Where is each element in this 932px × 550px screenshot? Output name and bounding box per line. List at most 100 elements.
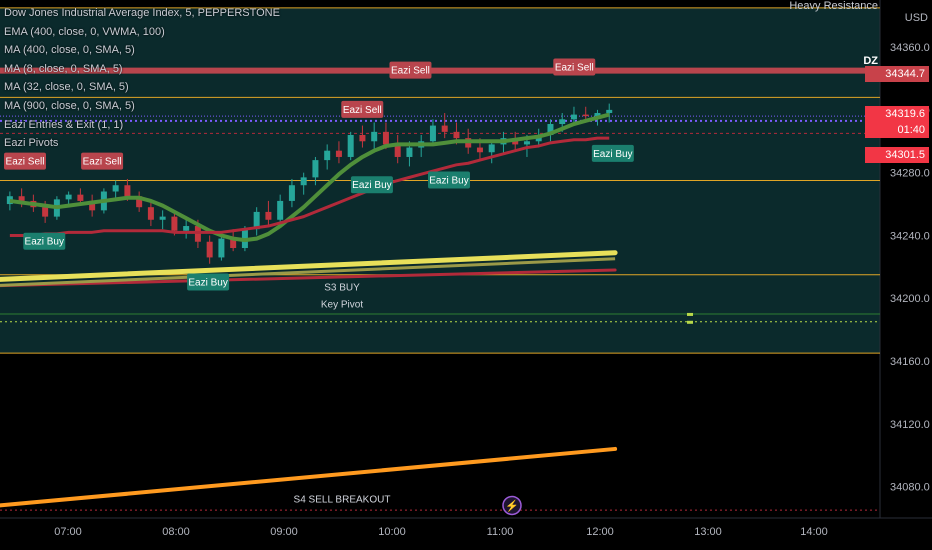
candle-body[interactable] (429, 125, 436, 142)
candle-body[interactable] (183, 226, 190, 231)
candle-body[interactable] (312, 160, 319, 178)
signal-label: Eazi Sell (391, 66, 430, 77)
time-tick-label: 12:00 (586, 526, 614, 538)
candle-body[interactable] (18, 196, 25, 201)
candle-body[interactable] (359, 134, 366, 142)
price-tick-label: 34280.0 (890, 168, 930, 180)
ema-400-line (0, 250, 618, 282)
signal-box (23, 232, 66, 250)
candle-body[interactable] (288, 185, 295, 201)
signal-label: Eazi Sell (83, 157, 122, 168)
eazi-buy-signal[interactable]: Eazi Buy (591, 144, 634, 162)
text-s4-sell-breakout: S4 SELL BREAKOUT (294, 494, 391, 505)
ma-900-line (0, 446, 618, 508)
signal-box (389, 61, 432, 79)
price-tick-label: 34120.0 (890, 419, 930, 431)
candle-body[interactable] (77, 194, 84, 201)
eazi-sell-signal[interactable]: Eazi Sell (389, 61, 432, 79)
eazi-sell-signal[interactable]: Eazi Sell (81, 152, 124, 170)
candle-body[interactable] (89, 200, 96, 211)
candle-body[interactable] (594, 113, 601, 117)
candle-body[interactable] (347, 134, 354, 157)
ma-8-line (9, 112, 610, 243)
candle-body[interactable] (171, 216, 178, 231)
ema-400-shadow-line (0, 257, 616, 287)
lightning-icon: ⚡ (505, 499, 519, 512)
time-tick-label: 07:00 (54, 526, 82, 538)
candle-body[interactable] (559, 119, 566, 125)
eazi-buy-signal[interactable]: Eazi Buy (187, 273, 230, 291)
signal-label: Eazi Sell (6, 157, 45, 168)
text-s3-buy: S3 BUY (324, 282, 360, 293)
price-axis-panel (880, 0, 932, 550)
price-tag-ma: 34301.5 (865, 147, 929, 163)
candle-body[interactable] (124, 185, 131, 197)
candle-body[interactable] (136, 196, 143, 208)
signal-label: Eazi Buy (429, 176, 468, 187)
candle-body[interactable] (476, 147, 483, 153)
eazi-buy-signal[interactable]: Eazi Buy (23, 232, 66, 250)
candle-body[interactable] (277, 200, 284, 220)
time-tick-label: 14:00 (800, 526, 828, 538)
eazi-sell-signal[interactable]: Eazi Sell (341, 100, 384, 118)
candle-body[interactable] (453, 131, 460, 139)
candle-body[interactable] (488, 144, 495, 153)
candle-body[interactable] (371, 131, 378, 142)
candle-body[interactable] (606, 109, 613, 114)
price-tick-label: 34200.0 (890, 293, 930, 305)
candle-body[interactable] (42, 207, 49, 217)
candle-body[interactable] (547, 124, 554, 135)
candle-body[interactable] (570, 114, 577, 120)
ma-400-line (0, 268, 617, 288)
candle-body[interactable] (441, 125, 448, 132)
price-tick-label: 34160.0 (890, 356, 930, 368)
eazi-sell-signal[interactable]: Eazi Sell (553, 58, 596, 76)
ma-32-line (9, 136, 610, 237)
candle-body[interactable] (394, 144, 401, 157)
candle-body[interactable] (382, 131, 389, 145)
signal-label: Eazi Buy (25, 237, 64, 248)
flash-icon[interactable] (502, 495, 522, 516)
signal-label: Eazi Sell (555, 62, 594, 73)
eazi-sell-signal[interactable]: Eazi Sell (4, 152, 46, 170)
candle-body[interactable] (65, 194, 72, 200)
price-tag-countdown: 01:40 (865, 122, 929, 138)
candle-body[interactable] (112, 185, 119, 192)
price-tick-label: 34360.0 (890, 42, 930, 54)
time-tick-label: 08:00 (162, 526, 190, 538)
candle-body[interactable] (324, 150, 331, 161)
candle-body[interactable] (253, 211, 260, 230)
candle-body[interactable] (406, 147, 413, 157)
time-tick-label: 10:00 (378, 526, 406, 538)
signal-box (187, 273, 230, 291)
candle-body[interactable] (335, 150, 342, 157)
candle-body[interactable] (159, 216, 166, 220)
candle-body[interactable] (218, 238, 225, 258)
signal-box (350, 176, 393, 194)
signal-label: Eazi Sell (343, 105, 382, 116)
signal-label: Eazi Buy (188, 278, 227, 289)
time-tick-label: 13:00 (694, 526, 722, 538)
candle-body[interactable] (523, 141, 530, 145)
time-tick-label: 11:00 (487, 526, 514, 538)
candle-body[interactable] (206, 241, 213, 258)
heavy-resistance-label: Heavy Resistance (789, 0, 878, 12)
candle-body[interactable] (582, 114, 589, 117)
pivot-marker (687, 320, 693, 324)
signal-box (81, 152, 124, 170)
candle-body[interactable] (230, 238, 237, 249)
candle-body[interactable] (6, 196, 13, 205)
candle-body[interactable] (194, 226, 201, 242)
candle-body[interactable] (265, 211, 272, 220)
text-key-pivot: Key Pivot (321, 300, 363, 311)
eazi-buy-signal[interactable]: Eazi Buy (428, 171, 471, 189)
dz-label: DZ (863, 55, 878, 67)
price-tick-label: 34240.0 (890, 230, 930, 242)
eazi-buy-signal[interactable]: Eazi Buy (350, 176, 393, 194)
signal-box (428, 171, 471, 189)
price-tag-last: 34319.6 (865, 106, 929, 122)
price-tick-label: 34080.0 (890, 482, 930, 494)
candle-body[interactable] (147, 207, 154, 220)
candle-body[interactable] (300, 177, 307, 186)
